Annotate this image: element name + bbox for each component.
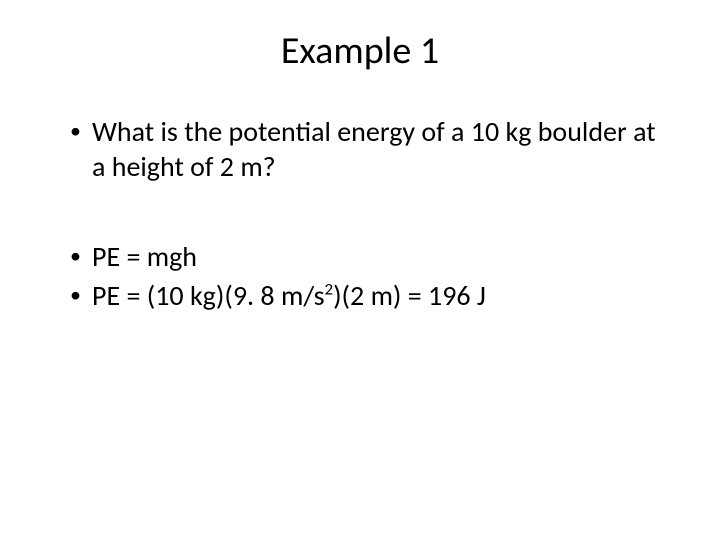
bullet-item: • PE = mgh: [70, 239, 670, 274]
bullet-group-question: • What is the potential energy of a 10 k…: [70, 114, 670, 184]
slide-title: Example 1: [50, 28, 670, 74]
bullet-group-solution: • PE = mgh • PE = (10 kg)(9. 8 m/s2)(2 m…: [70, 239, 670, 313]
bullet-text: PE = (10 kg)(9. 8 m/s2)(2 m) = 196 J: [92, 278, 670, 313]
bullet-item: • PE = (10 kg)(9. 8 m/s2)(2 m) = 196 J: [70, 278, 670, 313]
bullet-item: • What is the potential energy of a 10 k…: [70, 114, 670, 184]
slide: Example 1 • What is the potential energy…: [0, 0, 720, 540]
bullet-dot-icon: •: [70, 239, 92, 272]
slide-content: • What is the potential energy of a 10 k…: [70, 114, 670, 313]
bullet-dot-icon: •: [70, 114, 92, 147]
bullet-text: PE = mgh: [92, 239, 670, 274]
bullet-dot-icon: •: [70, 278, 92, 311]
bullet-text: What is the potential energy of a 10 kg …: [92, 114, 670, 184]
